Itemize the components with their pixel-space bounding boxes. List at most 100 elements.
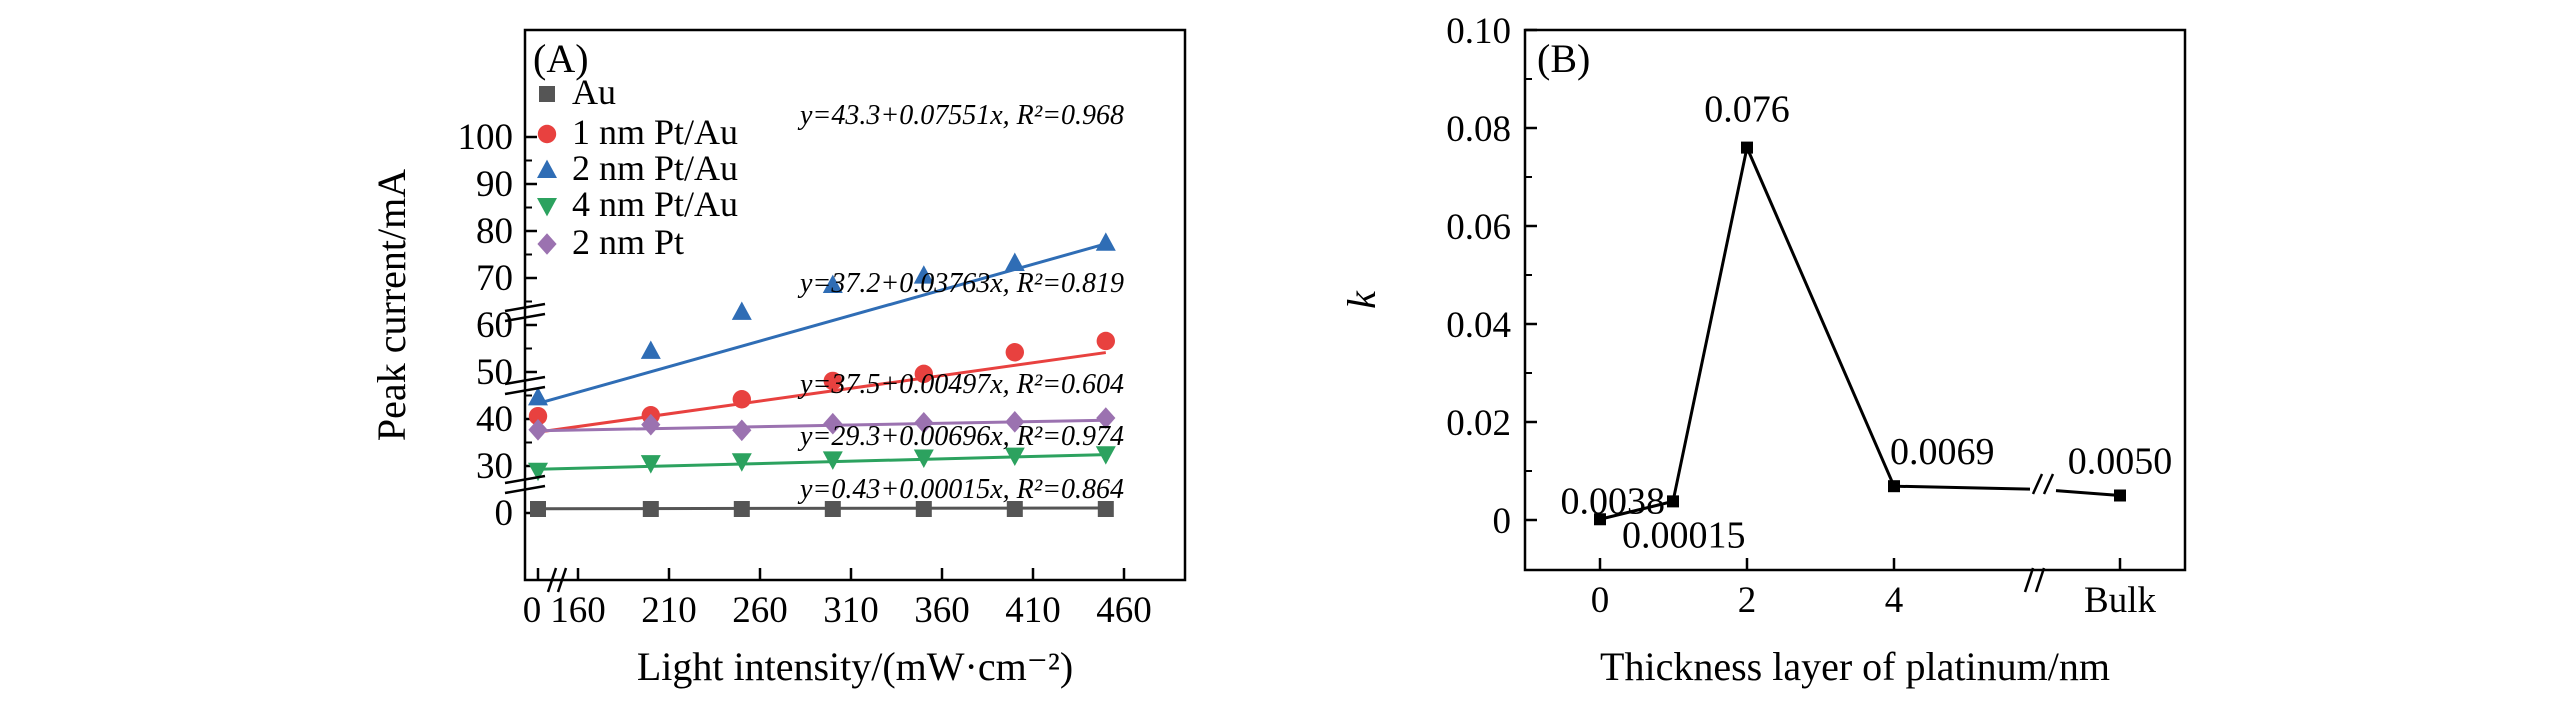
legend-marker [537,159,557,178]
data-point [1005,411,1025,433]
legend-marker [537,198,557,217]
y-tick-label: 0 [1493,501,1512,542]
y-tick-label: 0.06 [1446,207,1511,248]
y-tick-label: 90 [476,164,513,205]
panel-b-line [1599,142,2121,521]
fit-equation: y=37.5+0.00497x, R²=0.604 [797,369,1124,400]
x-tick-label: 210 [641,590,697,631]
panel-a-axis-breaks [504,302,568,593]
data-point [1741,141,1753,154]
legend-marker [537,233,557,255]
data-point [1006,501,1023,517]
y-tick-label: 0.02 [1446,403,1511,444]
x-tick-label: 260 [732,590,788,631]
data-point [528,386,548,406]
break-mark [504,385,546,396]
panel-b-xlabel: Thickness layer of platinum/nm [1600,644,2110,689]
data-point [731,301,752,320]
data-point [1095,446,1116,465]
data-point [822,451,843,470]
data-point [641,413,661,436]
legend-entry: 1 nm Pt/Au [572,112,738,152]
data-point [1004,447,1025,467]
data-point [914,364,933,384]
panel-b-y-ticks: 0 0.02 0.04 0.06 0.08 0.10 [1446,11,1537,542]
data-point [731,453,752,472]
data-point [732,419,752,442]
legend-entry: 2 nm Pt [572,222,684,262]
panel-a: (A) Light intensity/(mW·cm⁻²) Peak curre… [369,28,1187,689]
data-point [528,419,548,441]
y-tick-label: 50 [476,352,513,393]
break-mark [504,484,546,495]
data-point [823,412,843,435]
data-point [2114,489,2126,502]
data-label: 0.0069 [1890,431,1995,473]
data-point [913,449,934,468]
panel-b-axis-break [2023,473,2055,593]
legend-entry: 2 nm Pt/Au [572,148,738,188]
data-point [640,455,661,474]
break-mark [504,375,546,386]
data-point [1096,331,1116,351]
data-label: 0.0038 [1561,480,1666,522]
x-tick-label: 2 [1738,580,1757,621]
data-label: 0.00015 [1622,514,1746,556]
y-tick-label: 40 [476,399,513,440]
data-point [1005,343,1024,362]
panel-b-ylabel: k [1339,290,1384,309]
data-point [913,265,934,284]
y-tick-label: 0.04 [1446,305,1511,346]
fit-line [537,351,1107,434]
data-point [824,501,841,517]
data-point [1095,232,1116,251]
data-point [1667,495,1679,508]
panel-a-xlabel: Light intensity/(mW·cm⁻²) [637,644,1073,689]
data-point [1004,252,1025,271]
x-tick-label: 460 [1096,590,1152,631]
y-tick-label: 30 [476,446,513,487]
break-mark [2023,567,2035,593]
break-mark [546,567,558,593]
panel-b: (B) Thickness layer of platinum/nm k 0 0.… [1339,11,2187,689]
panel-a-points [528,232,1116,517]
break-mark [2042,473,2055,495]
data-point [1096,407,1116,429]
panel-b-points [1594,141,2126,526]
data-point [530,501,546,517]
data-point [528,406,548,426]
panel-a-frame [523,28,1187,582]
data-point [822,274,843,294]
x-tick-label: 360 [914,590,970,631]
panel-b-label: (B) [1537,36,1590,81]
fit-equation: y=43.3+0.07551x, R²=0.968 [797,100,1124,131]
data-point [1594,513,1606,526]
fit-line [537,453,1106,471]
break-mark [504,302,546,313]
data-point [915,501,932,517]
break-mark [2031,473,2044,495]
series-line [2055,489,2121,497]
data-label: 0.076 [1704,89,1790,131]
legend-entry: 4 nm Pt/Au [572,184,738,224]
panel-b-frame [1523,28,2187,572]
data-point [642,501,659,517]
data-point [733,501,750,517]
x-tick-label: Bulk [2084,580,2156,621]
y-tick-label: 0 [495,493,514,534]
panel-b-x-ticks: 0 2 4 Bulk [1591,558,2156,621]
data-point [640,340,661,359]
data-point [1888,480,1900,493]
fit-equation: y=37.2+0.03763x, R²=0.819 [797,268,1124,299]
panel-a-x-ticks: 0 160 210 260 310 360 410 460 [523,568,1152,631]
break-mark [504,312,546,323]
y-tick-label: 70 [476,258,513,299]
x-tick-label: 0 [523,590,542,631]
x-tick-label: 160 [550,590,606,631]
legend-marker [539,86,555,102]
fit-equation: y=0.43+0.00015x, R²=0.864 [797,474,1124,505]
data-point [528,462,548,482]
